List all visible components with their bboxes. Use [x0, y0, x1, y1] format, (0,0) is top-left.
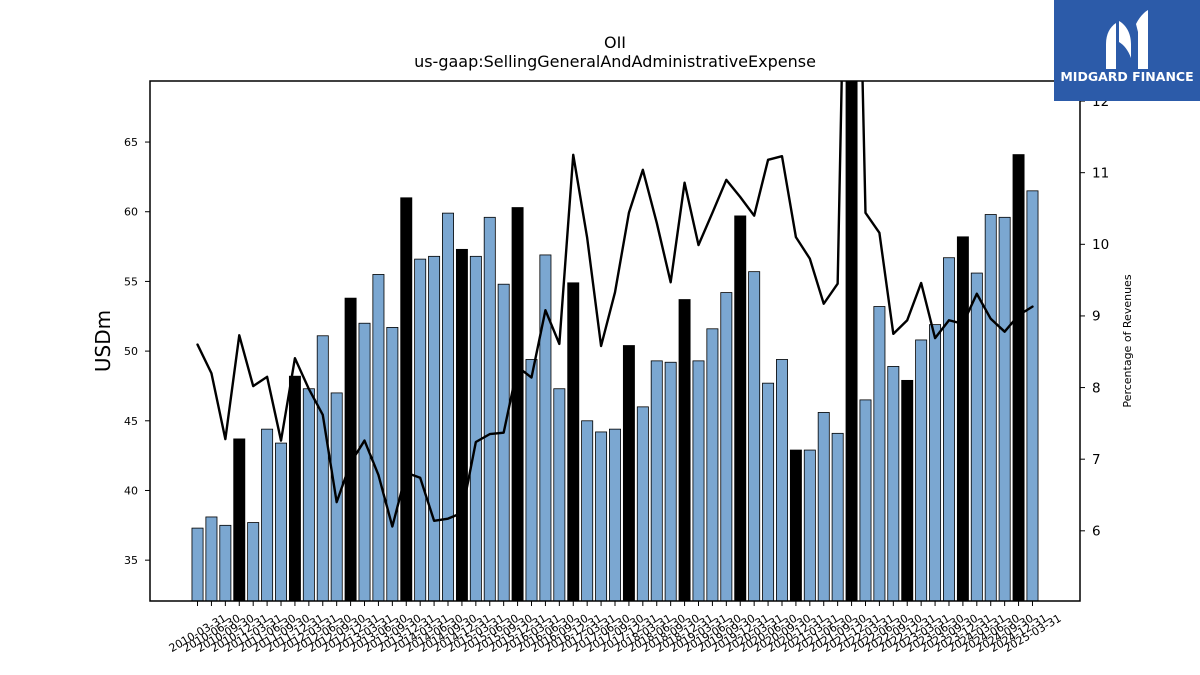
y-tick-label: 65: [124, 136, 138, 149]
bar: [358, 322, 371, 601]
bar: [873, 306, 886, 601]
line-series: [196, 81, 1034, 528]
logo-right-stroke: [1136, 10, 1148, 69]
bar-highlighted: [567, 282, 580, 601]
y-tick-label: 55: [124, 275, 138, 288]
logo-middle-stroke: [1119, 21, 1131, 58]
bar: [998, 216, 1011, 601]
bar: [748, 271, 761, 601]
bar: [609, 428, 621, 601]
brand-logo: MIDGARD FINANCE: [1054, 0, 1200, 101]
bar: [302, 388, 315, 601]
y2-tick-label: 9: [1092, 309, 1101, 325]
bar: [664, 361, 677, 601]
bar: [539, 254, 552, 601]
bar-highlighted: [400, 197, 413, 601]
bar: [219, 524, 232, 601]
bar: [984, 214, 997, 601]
brand-name: MIDGARD FINANCE: [1060, 69, 1193, 84]
bar-series: [191, 81, 1039, 601]
bar-highlighted: [288, 375, 301, 601]
bar: [943, 257, 955, 601]
bar: [595, 431, 608, 601]
bar: [803, 449, 816, 601]
bar-highlighted: [956, 236, 969, 601]
bar: [525, 359, 538, 601]
midgard-logo-icon: [1106, 10, 1148, 69]
logo-left-stroke: [1106, 23, 1116, 69]
bar: [650, 360, 663, 601]
y-axis-label: USDm: [91, 310, 115, 372]
bar: [261, 428, 274, 601]
bar-highlighted: [1012, 154, 1025, 601]
y-tick-label: 35: [124, 554, 138, 567]
y2-tick-label: 6: [1092, 524, 1101, 540]
bar: [831, 432, 844, 601]
chart-subtitle: us-gaap:SellingGeneralAndAdministrativeE…: [414, 52, 816, 71]
bar: [316, 335, 329, 601]
bar: [428, 255, 441, 601]
y2-axis-label: Percentage of Revenues: [1121, 274, 1134, 407]
bar: [205, 516, 218, 601]
bar: [692, 360, 705, 601]
bar: [859, 399, 872, 601]
bar: [372, 274, 385, 601]
bar: [191, 527, 204, 601]
bar: [581, 420, 594, 601]
y2-tick-label: 8: [1092, 380, 1101, 396]
bar: [636, 406, 649, 601]
bar: [817, 412, 830, 601]
left-y-axis: 35 40 45 50 55 60 65: [124, 136, 150, 567]
bar-highlighted: [734, 215, 747, 601]
bar: [483, 216, 496, 601]
bar-highlighted: [233, 438, 246, 601]
bar: [442, 212, 454, 601]
bar-highlighted: [455, 248, 468, 601]
bar: [706, 328, 719, 601]
bar-highlighted: [678, 299, 691, 601]
x-axis: 2010-03-312010-06-302010-09-302010-12-31…: [167, 601, 1064, 655]
bar: [776, 359, 788, 601]
bar: [915, 339, 928, 601]
bar: [497, 283, 510, 601]
bar-highlighted: [511, 207, 524, 601]
bar: [1026, 190, 1039, 601]
bar: [970, 272, 983, 601]
bar: [762, 382, 775, 601]
y-tick-label: 40: [124, 484, 138, 497]
brand-logo-background: [1054, 0, 1200, 101]
y2-tick-label: 10: [1092, 237, 1109, 253]
bar-highlighted: [344, 297, 357, 601]
bar: [414, 258, 427, 601]
bar: [386, 327, 399, 601]
bar: [887, 366, 900, 601]
percentage-of-revenues-line: [196, 81, 1034, 528]
bar: [553, 388, 566, 601]
bar-highlighted: [789, 449, 802, 601]
chart-title: OII: [604, 33, 626, 52]
bar: [469, 255, 482, 601]
bar: [929, 324, 942, 601]
y-tick-label: 60: [124, 206, 138, 219]
y-tick-label: 45: [124, 415, 138, 428]
bar: [275, 442, 287, 601]
y2-tick-label: 11: [1092, 165, 1109, 181]
bar-highlighted: [845, 81, 858, 601]
bar-highlighted: [901, 379, 914, 601]
bar: [247, 522, 260, 601]
bar: [720, 292, 733, 601]
y2-tick-label: 7: [1092, 452, 1101, 468]
bar-highlighted: [622, 345, 635, 601]
y-tick-label: 50: [124, 345, 138, 358]
